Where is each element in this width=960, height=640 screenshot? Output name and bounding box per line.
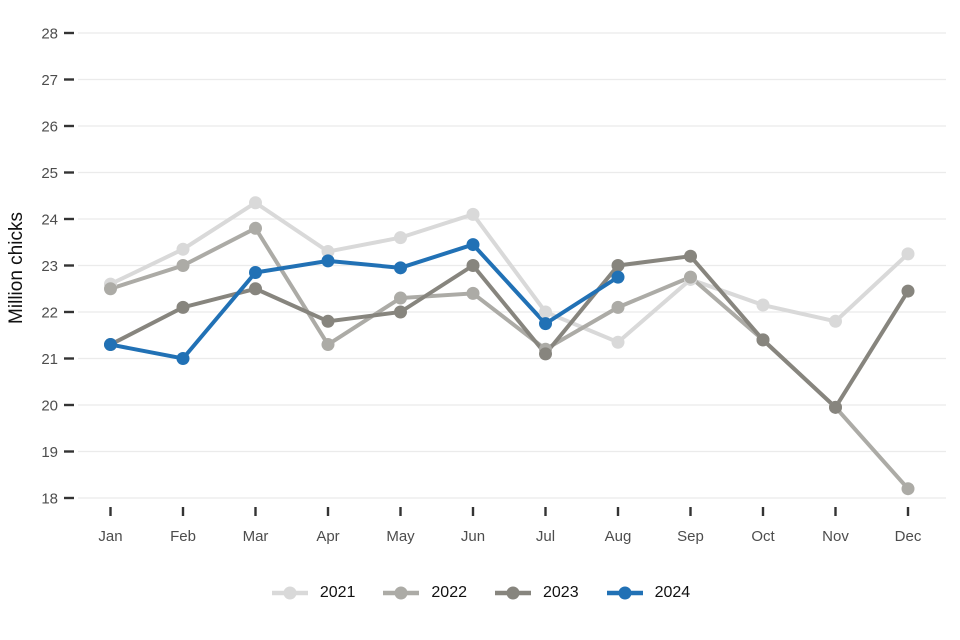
x-tick-label: Jan: [98, 528, 122, 545]
x-tick-label: Feb: [170, 528, 196, 545]
data-point-2022-Jan: [104, 282, 117, 296]
data-point-2021-Nov: [829, 314, 842, 328]
data-point-2024-Jan: [104, 338, 117, 352]
data-point-2021-Mar: [249, 196, 262, 210]
x-tick-label: Jun: [461, 528, 485, 545]
data-point-2024-Jun: [466, 238, 480, 252]
legend-key-point: [506, 586, 520, 600]
y-tick-label: 25: [41, 165, 58, 182]
legend-key-point: [618, 586, 632, 600]
y-tick-label: 19: [41, 444, 58, 461]
data-point-2023-Nov: [829, 400, 842, 414]
data-point-2021-Aug: [611, 335, 625, 349]
y-tick-label: 27: [41, 72, 58, 89]
chart-legend: 2021 2022 2023 2024: [0, 583, 960, 603]
data-point-2021-Jul: [539, 305, 552, 319]
y-tick-label: 24: [41, 212, 58, 229]
series-line-2024: [110, 242, 620, 361]
legend-key-icon: [271, 586, 308, 600]
legend-label: 2021: [319, 584, 356, 601]
legend-key-icon: [383, 586, 420, 600]
data-point-2022-Apr: [321, 338, 335, 352]
data-point-2024-Mar: [249, 265, 262, 279]
data-point-2021-Oct: [756, 298, 770, 312]
legend-item-2022: 2022: [381, 583, 467, 603]
data-point-2023-Feb: [176, 300, 190, 314]
series-line-2023: [109, 254, 910, 411]
legend-key-point: [394, 586, 408, 600]
x-tick-label: Mar: [243, 528, 269, 545]
data-point-2022-Jun: [466, 286, 480, 300]
data-point-2023-Oct: [756, 333, 770, 347]
data-point-2024-Feb: [176, 352, 190, 365]
data-point-2023-Mar: [249, 282, 262, 296]
data-point-2021-Feb: [176, 242, 190, 256]
legend-label: 2023: [543, 584, 579, 601]
y-axis-title: Million chicks: [6, 212, 27, 324]
data-point-2023-Sep: [684, 249, 697, 263]
data-point-2022-May: [394, 291, 407, 305]
legend-label: 2024: [654, 584, 691, 601]
y-tick-label: 26: [41, 119, 58, 136]
data-point-2022-Aug: [611, 300, 625, 314]
x-tick-label: May: [386, 528, 415, 545]
data-point-2024-Apr: [321, 254, 335, 268]
legend-key-point: [283, 586, 297, 600]
data-point-2023-Jul: [539, 347, 552, 361]
x-tick-label: Apr: [316, 528, 339, 545]
legend-key-icon: [495, 586, 531, 600]
y-tick-label: 23: [41, 258, 58, 275]
legend-item-2024: 2024: [605, 583, 691, 603]
data-point-2022-Feb: [176, 259, 190, 272]
data-point-2023-Dec: [901, 284, 915, 298]
y-tick-label: 21: [41, 351, 58, 368]
data-point-2023-Jun: [466, 259, 480, 272]
data-point-2023-Apr: [321, 314, 335, 328]
x-tick-label: Aug: [605, 528, 632, 545]
y-tick-label: 28: [41, 26, 58, 43]
y-tick-label: 18: [41, 491, 58, 508]
data-point-2023-Aug: [611, 259, 625, 272]
chart-canvas: Million chicks 18 19 20 21 22 23 24 25 26 27 28 Jan…: [6, 26, 946, 545]
x-tick-label: Nov: [822, 528, 849, 545]
y-tick-label: 22: [41, 305, 58, 322]
x-tick-label: Dec: [895, 528, 922, 545]
legend-key-icon: [606, 586, 643, 600]
legend-item-2023: 2023: [493, 583, 579, 603]
data-point-2024-Aug: [611, 270, 625, 284]
x-tick-label: Sep: [677, 528, 704, 545]
data-point-2022-Sep: [684, 270, 697, 284]
x-tick-label: Jul: [536, 528, 555, 545]
data-point-2022-Dec: [901, 482, 915, 496]
data-point-2022-Mar: [249, 221, 262, 235]
data-point-2021-Dec: [901, 247, 915, 261]
data-point-2021-May: [394, 231, 407, 245]
data-point-2024-Jul: [539, 317, 552, 331]
data-point-2023-May: [394, 305, 407, 319]
data-point-2021-Apr: [321, 245, 335, 259]
legend-label: 2022: [431, 584, 467, 601]
data-point-2021-Jun: [466, 207, 480, 221]
series-line-2021: [109, 200, 910, 345]
y-tick-label: 20: [41, 398, 58, 415]
x-tick-label: Oct: [751, 528, 775, 545]
legend-item-2021: 2021: [270, 583, 356, 603]
data-point-2024-May: [394, 261, 407, 275]
